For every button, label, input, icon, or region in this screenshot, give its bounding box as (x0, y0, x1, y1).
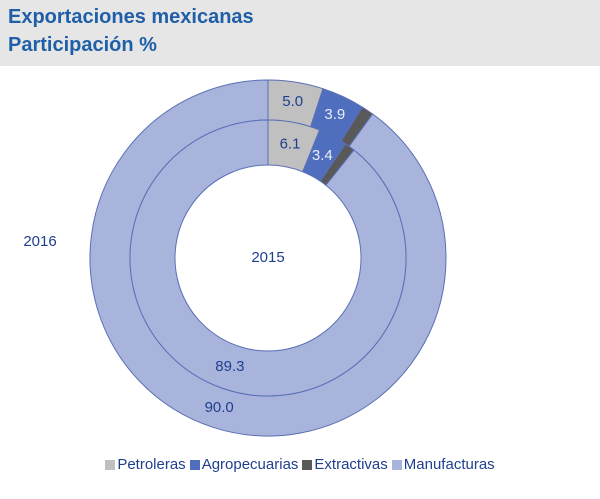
legend-label: Extractivas (314, 456, 388, 473)
series-label: 2015 (251, 249, 284, 266)
legend-swatch (391, 459, 402, 470)
data-label: 3.9 (324, 106, 345, 123)
legend-label: Petroleras (117, 456, 186, 473)
legend: Petroleras Agropecuarias Extractivas Manufa… (0, 456, 600, 473)
legend-label: Manufacturas (403, 456, 495, 473)
legend-swatch (302, 459, 313, 470)
legend-item: Agropecuarias (189, 456, 299, 473)
data-label: 89.3 (215, 358, 244, 375)
legend-swatch (105, 459, 116, 470)
legend-swatch (189, 459, 200, 470)
header: Exportaciones mexicanas Participación % (0, 0, 600, 66)
legend-item: Manufacturas (391, 456, 495, 473)
series-label: 2016 (23, 233, 56, 250)
data-label: 5.0 (282, 93, 303, 110)
chart-title: Exportaciones mexicanas (8, 6, 254, 28)
legend-label: Agropecuarias (201, 456, 299, 473)
legend-item: Extractivas (302, 456, 388, 473)
chart-subtitle: Participación % (8, 34, 157, 56)
data-label: 6.1 (280, 136, 301, 153)
legend-item: Petroleras (105, 456, 186, 473)
data-label: 3.4 (312, 147, 333, 164)
donut-slice (129, 119, 407, 397)
data-label: 90.0 (205, 399, 234, 416)
